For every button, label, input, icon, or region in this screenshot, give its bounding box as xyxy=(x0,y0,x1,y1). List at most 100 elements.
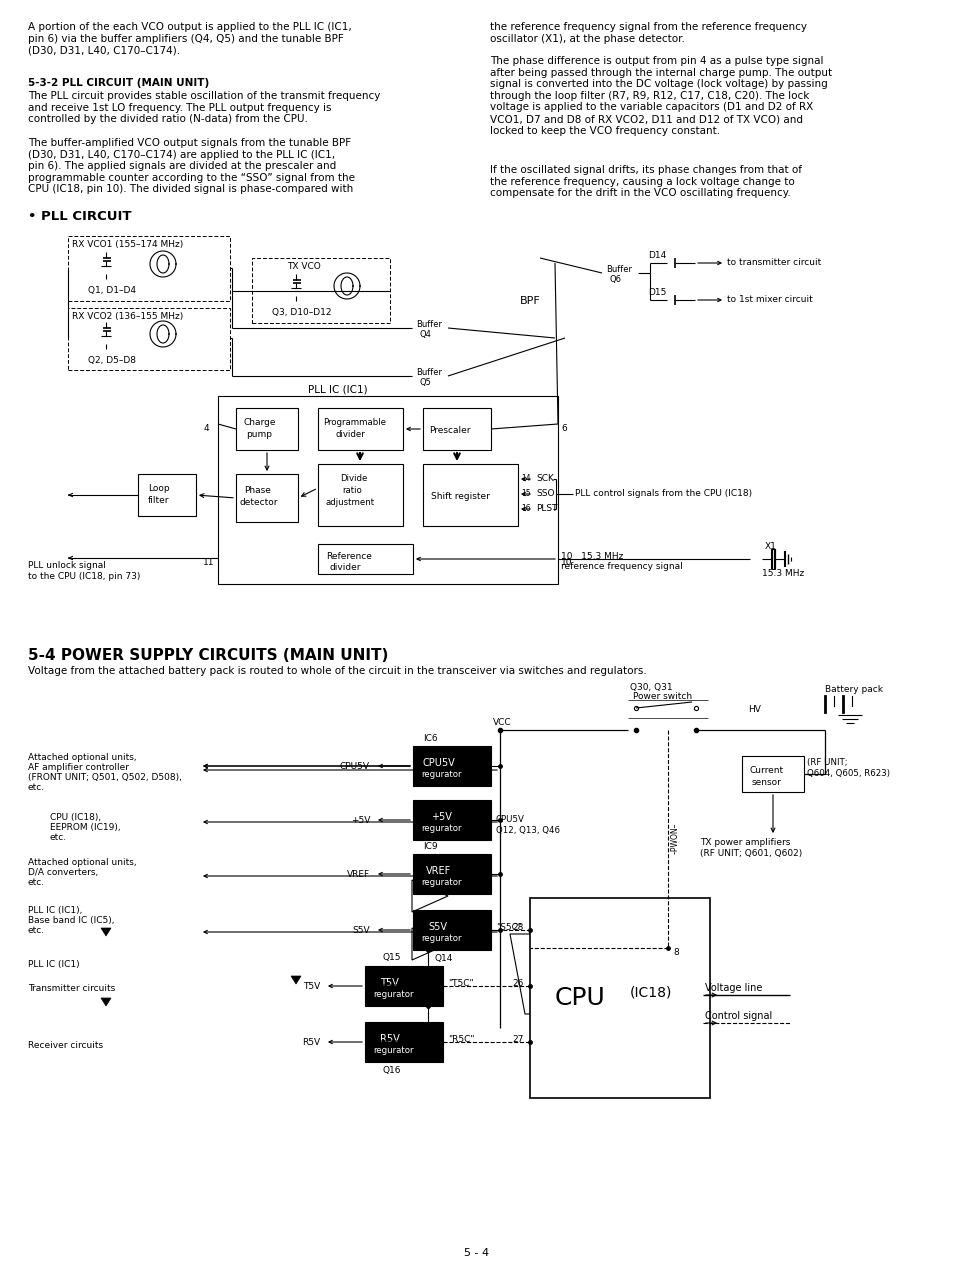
Text: A portion of the each VCO output is applied to the PLL IC (IC1,
pin 6) via the b: A portion of the each VCO output is appl… xyxy=(28,22,352,55)
Text: regurator: regurator xyxy=(420,878,461,887)
Text: Loop: Loop xyxy=(148,485,170,494)
Text: D/A converters,: D/A converters, xyxy=(28,868,98,876)
Text: • PLL CIRCUIT: • PLL CIRCUIT xyxy=(28,210,132,223)
Text: TX VCO: TX VCO xyxy=(287,262,320,271)
Bar xyxy=(413,745,491,786)
Text: 28: 28 xyxy=(512,923,523,932)
Text: Q6: Q6 xyxy=(609,275,621,284)
Text: +5V: +5V xyxy=(351,817,370,826)
Text: PLST: PLST xyxy=(536,504,557,513)
Text: to transmitter circuit: to transmitter circuit xyxy=(726,258,821,267)
Text: 10: 10 xyxy=(560,558,572,567)
Text: 6: 6 xyxy=(560,424,566,432)
Text: VREF: VREF xyxy=(426,866,451,876)
Text: Q3, D10–D12: Q3, D10–D12 xyxy=(272,308,331,317)
Text: Battery pack: Battery pack xyxy=(824,686,882,695)
Text: (FRONT UNIT; Q501, Q502, D508),: (FRONT UNIT; Q501, Q502, D508), xyxy=(28,773,182,782)
Text: the reference frequency signal from the reference frequency
oscillator (X1), at : the reference frequency signal from the … xyxy=(490,22,806,43)
Bar xyxy=(413,854,491,894)
Text: Q5: Q5 xyxy=(419,378,432,387)
Polygon shape xyxy=(666,1004,675,1014)
Bar xyxy=(741,756,803,792)
Text: 26: 26 xyxy=(512,979,523,988)
Bar xyxy=(317,544,413,574)
Text: regurator: regurator xyxy=(420,770,461,778)
Text: 5 - 4: 5 - 4 xyxy=(464,1248,489,1258)
Text: 5-4 POWER SUPPLY CIRCUITS (MAIN UNIT): 5-4 POWER SUPPLY CIRCUITS (MAIN UNIT) xyxy=(28,647,388,663)
Bar xyxy=(138,474,195,516)
Text: CPU (IC18),: CPU (IC18), xyxy=(50,813,101,822)
Text: 10   15.3 MHz: 10 15.3 MHz xyxy=(560,552,622,561)
Text: PLL IC (IC1): PLL IC (IC1) xyxy=(28,960,79,969)
Text: Control signal: Control signal xyxy=(704,1011,771,1021)
Text: 11: 11 xyxy=(203,558,214,567)
Bar xyxy=(530,898,709,1098)
Text: HV: HV xyxy=(747,705,760,714)
Text: AF amplifier controller: AF amplifier controller xyxy=(28,763,129,772)
Bar xyxy=(68,308,230,370)
Text: T5V: T5V xyxy=(302,982,319,991)
Text: (RF UNIT; Q601, Q602): (RF UNIT; Q601, Q602) xyxy=(700,848,801,859)
Bar xyxy=(413,800,491,840)
Polygon shape xyxy=(101,999,111,1006)
Text: etc.: etc. xyxy=(28,926,45,935)
Text: Base band IC (IC5),: Base band IC (IC5), xyxy=(28,916,114,925)
Text: S5V: S5V xyxy=(428,922,447,932)
Polygon shape xyxy=(101,929,111,936)
Text: 15: 15 xyxy=(520,488,530,499)
Text: D15: D15 xyxy=(647,287,666,296)
Text: TX power amplifiers: TX power amplifiers xyxy=(700,838,789,847)
Text: etc.: etc. xyxy=(28,784,45,792)
Text: Charge: Charge xyxy=(244,418,276,427)
Text: detector: detector xyxy=(240,499,278,508)
Text: IC9: IC9 xyxy=(422,842,437,851)
Text: If the oscillated signal drifts, its phase changes from that of
the reference fr: If the oscillated signal drifts, its pha… xyxy=(490,165,801,198)
Text: adjustment: adjustment xyxy=(326,499,375,508)
Text: Voltage line: Voltage line xyxy=(704,983,761,993)
Text: PLL control signals from the CPU (IC18): PLL control signals from the CPU (IC18) xyxy=(575,488,751,499)
Text: SCK: SCK xyxy=(536,474,554,483)
Text: The PLL circuit provides stable oscillation of the transmit frequency
and receiv: The PLL circuit provides stable oscillat… xyxy=(28,92,380,125)
Text: CPU: CPU xyxy=(555,986,605,1010)
Text: 16: 16 xyxy=(520,504,530,513)
Text: Q12, Q13, Q46: Q12, Q13, Q46 xyxy=(496,826,559,834)
Text: Buffer: Buffer xyxy=(605,265,631,273)
Text: (RF UNIT;: (RF UNIT; xyxy=(806,758,846,767)
Bar xyxy=(218,396,558,584)
Bar xyxy=(365,965,442,1006)
Bar xyxy=(413,909,491,950)
Text: Q4: Q4 xyxy=(419,329,432,340)
Text: regurator: regurator xyxy=(373,1046,413,1054)
Text: 14: 14 xyxy=(520,474,530,483)
Text: Prescaler: Prescaler xyxy=(429,426,470,435)
Text: R5V: R5V xyxy=(301,1038,319,1047)
Text: Attached optional units,: Attached optional units, xyxy=(28,859,136,868)
Text: Programmable: Programmable xyxy=(323,418,386,427)
Text: regurator: regurator xyxy=(373,990,413,999)
Bar xyxy=(317,464,402,527)
Text: sensor: sensor xyxy=(751,778,781,787)
Bar xyxy=(235,408,297,450)
Text: 4: 4 xyxy=(204,424,210,432)
Text: T5V: T5V xyxy=(379,978,398,988)
Text: 8: 8 xyxy=(672,948,678,957)
Text: PLL IC (IC1),: PLL IC (IC1), xyxy=(28,906,82,915)
Text: Q15: Q15 xyxy=(382,953,401,962)
Text: VREF: VREF xyxy=(347,870,370,879)
Text: regurator: regurator xyxy=(420,934,461,943)
Text: "T5C": "T5C" xyxy=(448,979,473,988)
Text: PLL IC (IC1): PLL IC (IC1) xyxy=(308,384,367,394)
Bar xyxy=(422,464,517,527)
Text: regurator: regurator xyxy=(420,824,461,833)
Text: Q604, Q605, R623): Q604, Q605, R623) xyxy=(806,770,889,778)
Polygon shape xyxy=(666,967,675,977)
Text: pump: pump xyxy=(246,430,272,439)
Text: IC6: IC6 xyxy=(422,734,437,743)
Text: Q16: Q16 xyxy=(382,1066,401,1075)
Bar xyxy=(68,237,230,301)
Bar xyxy=(422,408,491,450)
Text: R5V: R5V xyxy=(379,1034,399,1044)
Text: RX VCO1 (155–174 MHz): RX VCO1 (155–174 MHz) xyxy=(71,240,183,249)
Text: PLL unlock signal: PLL unlock signal xyxy=(28,561,106,570)
Text: Phase: Phase xyxy=(244,486,271,495)
